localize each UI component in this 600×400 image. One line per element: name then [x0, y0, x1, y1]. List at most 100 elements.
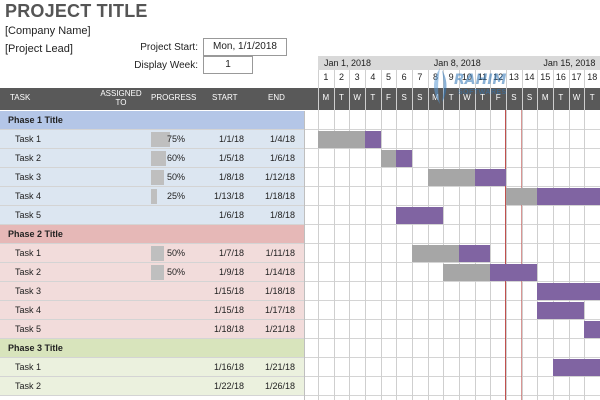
table-row[interactable]: Task 5 1/6/18 1/8/18: [0, 206, 600, 225]
bar-remaining[interactable]: [490, 264, 538, 281]
row-divider: [0, 319, 600, 320]
progress-value: 50%: [167, 248, 186, 258]
project-lead[interactable]: [Project Lead]: [5, 43, 73, 55]
today-line: [505, 110, 507, 400]
row-divider: [0, 357, 600, 358]
row-divider: [0, 224, 600, 225]
task-name[interactable]: Task 2: [15, 267, 42, 277]
day-gridline: [584, 70, 586, 400]
bar-completed[interactable]: [443, 264, 491, 281]
today-line-secondary: [520, 110, 522, 400]
bar-remaining[interactable]: [584, 321, 600, 338]
bar-completed[interactable]: [412, 245, 460, 262]
table-row[interactable]: Task 4 25% 1/13/18 1/18/18: [0, 187, 600, 206]
row-divider: [0, 205, 600, 206]
row-divider: [0, 129, 600, 130]
bar-completed[interactable]: [380, 150, 397, 167]
bar-remaining[interactable]: [553, 359, 600, 376]
task-name[interactable]: Task 4: [15, 191, 42, 201]
end-date: 1/8/18: [269, 210, 295, 220]
progress-bar: [151, 246, 164, 261]
row-divider: [0, 186, 600, 187]
row-background: [0, 225, 304, 244]
task-name[interactable]: Task 1: [15, 248, 42, 258]
table-row[interactable]: Task 2 50% 1/9/18 1/14/18: [0, 263, 600, 282]
day-letter: W: [463, 93, 471, 102]
task-name[interactable]: Task 5: [15, 210, 42, 220]
task-name[interactable]: Task 4: [15, 305, 42, 315]
display-week-label: Display Week:: [134, 60, 198, 71]
day-letter: S: [401, 93, 407, 102]
watermark-brand: RAHIM: [454, 72, 507, 88]
company-name[interactable]: [Company Name]: [5, 25, 91, 37]
day-number: 18: [587, 72, 598, 82]
bar-completed[interactable]: [427, 169, 475, 186]
day-letter: T: [558, 93, 564, 102]
task-name[interactable]: Task 5: [15, 324, 42, 334]
table-row[interactable]: Task 1 50% 1/7/18 1/11/18: [0, 244, 600, 263]
day-letter: M: [541, 93, 549, 102]
table-row[interactable]: Task 2 60% 1/5/18 1/6/18: [0, 149, 600, 168]
end-date: 1/17/18: [264, 305, 295, 315]
bar-completed[interactable]: [506, 188, 538, 205]
day-letter: T: [448, 93, 454, 102]
task-name[interactable]: Task 3: [15, 286, 42, 296]
progress-value: 60%: [167, 153, 186, 163]
day-letter: S: [526, 93, 533, 102]
task-name[interactable]: Task 2: [15, 381, 42, 391]
bar-remaining[interactable]: [396, 207, 444, 224]
row-divider: [0, 148, 600, 149]
col-assigned: ASSIGNED TO: [100, 89, 142, 107]
bar-remaining[interactable]: [365, 131, 381, 148]
day-number: 9: [448, 72, 454, 82]
table-row[interactable]: Task 2 1/22/18 1/26/18: [0, 377, 600, 396]
project-start-input[interactable]: Mon, 1/1/2018: [203, 38, 287, 56]
start-date: 1/1/18: [218, 134, 244, 144]
day-gridline: [427, 70, 429, 400]
day-letter: S: [417, 93, 423, 102]
row-divider: [0, 167, 600, 168]
day-letter: F: [495, 93, 501, 102]
watermark-logo: RAHIM SOFTWARES: [428, 66, 524, 106]
bar-remaining[interactable]: [474, 169, 507, 186]
table-row[interactable]: Task 1 75% 1/1/18 1/4/18: [0, 130, 600, 149]
table-row[interactable]: Task 4 1/15/18 1/17/18: [0, 301, 600, 320]
bar-remaining[interactable]: [537, 283, 600, 300]
end-date: 1/21/18: [264, 362, 295, 372]
row-divider: [0, 395, 600, 396]
phase-row: Phase 2 Title: [0, 225, 600, 244]
table-row[interactable]: Task 3 1/15/18 1/18/18: [0, 282, 600, 301]
task-name[interactable]: Task 1: [15, 134, 42, 144]
day-number: 3: [354, 72, 360, 82]
progress-bar: [151, 265, 164, 280]
row-background: [0, 339, 304, 358]
task-name[interactable]: Task 1: [15, 362, 42, 372]
row-divider: [0, 376, 600, 377]
bar-completed[interactable]: [318, 131, 365, 148]
day-number: 7: [417, 72, 423, 82]
day-number: 16: [555, 72, 566, 82]
day-number: 10: [461, 72, 472, 82]
task-name[interactable]: Task 3: [15, 172, 42, 182]
phase-title: Phase 1 Title: [8, 115, 63, 125]
display-week-input[interactable]: 1: [203, 56, 253, 74]
table-row[interactable]: Task 1 1/16/18 1/21/18: [0, 358, 600, 377]
start-date: 1/15/18: [213, 286, 244, 296]
end-date: 1/18/18: [264, 286, 295, 296]
day-letter: T: [339, 93, 344, 102]
week-header: Jan 15, 2018: [537, 56, 600, 70]
task-name[interactable]: Task 2: [15, 153, 42, 163]
row-background: [0, 282, 304, 301]
day-number: 15: [540, 72, 551, 82]
table-row[interactable]: Task 3 50% 1/8/18 1/12/18: [0, 168, 600, 187]
bar-remaining[interactable]: [537, 188, 600, 205]
day-letter: W: [353, 93, 361, 102]
table-row[interactable]: Task 5 1/18/18 1/21/18: [0, 320, 600, 339]
bar-remaining[interactable]: [459, 245, 491, 262]
bar-remaining[interactable]: [537, 302, 585, 319]
day-number: 1: [323, 72, 329, 82]
bar-remaining[interactable]: [396, 150, 412, 167]
week-header: Jan 8, 2018: [427, 56, 538, 70]
day-gridline: [380, 70, 382, 400]
row-divider: [0, 281, 600, 282]
